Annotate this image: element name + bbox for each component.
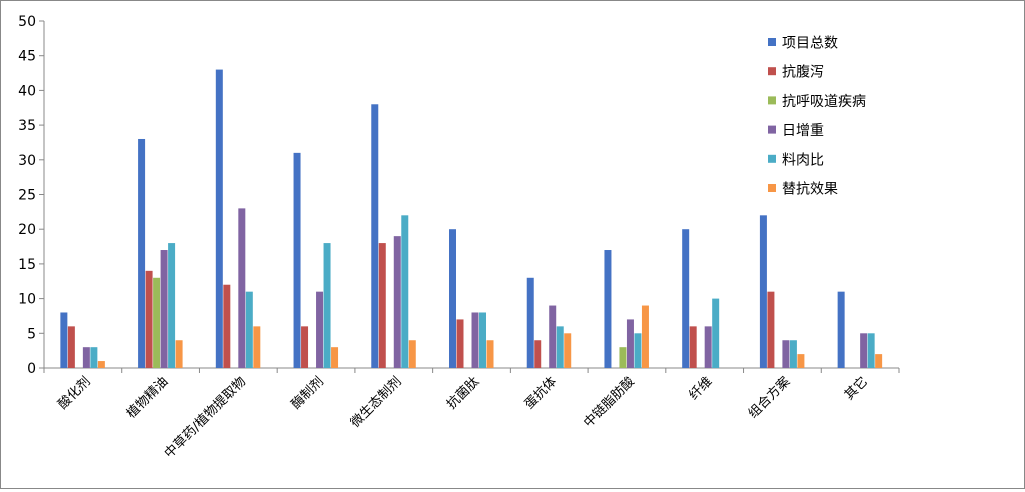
bar bbox=[393, 236, 401, 368]
bar bbox=[712, 298, 720, 368]
bar bbox=[479, 312, 486, 368]
legend-swatch bbox=[768, 38, 776, 46]
bar bbox=[867, 333, 875, 368]
bar bbox=[449, 229, 456, 368]
bar bbox=[378, 243, 386, 368]
bar bbox=[549, 305, 557, 368]
bar bbox=[704, 326, 712, 368]
bars bbox=[60, 69, 883, 368]
y-tick-label: 25 bbox=[18, 188, 36, 204]
x-tick-label: 中草药/植物提取物 bbox=[161, 374, 249, 462]
bar bbox=[401, 215, 409, 368]
bar bbox=[316, 291, 324, 368]
bar bbox=[301, 326, 309, 368]
bar bbox=[604, 250, 612, 368]
legend-swatch bbox=[768, 125, 776, 134]
legend-label: 日增重 bbox=[782, 123, 824, 139]
x-tick-label: 抗菌肽 bbox=[444, 374, 482, 412]
bar bbox=[323, 243, 331, 368]
bar bbox=[331, 347, 339, 368]
bar bbox=[90, 347, 98, 368]
bar bbox=[97, 361, 105, 368]
bar bbox=[456, 319, 464, 368]
x-tick-label: 其它 bbox=[841, 374, 871, 404]
bar bbox=[168, 243, 176, 368]
bar bbox=[875, 354, 883, 368]
bar bbox=[238, 208, 246, 368]
bar bbox=[682, 229, 690, 368]
bar bbox=[138, 138, 146, 368]
bar bbox=[767, 291, 775, 368]
bar bbox=[175, 340, 183, 368]
y-tick-label: 35 bbox=[18, 118, 36, 134]
y-tick-label: 0 bbox=[27, 361, 36, 377]
y-tick-label: 5 bbox=[27, 326, 36, 342]
legend-swatch bbox=[768, 184, 776, 192]
bar bbox=[534, 340, 542, 368]
bar bbox=[626, 319, 634, 368]
legend-label: 项目总数 bbox=[782, 36, 838, 52]
y-tick-label: 50 bbox=[18, 14, 36, 30]
legend-swatch bbox=[768, 67, 776, 76]
bar bbox=[556, 326, 564, 368]
x-tick-label: 中链脂肪酸 bbox=[580, 374, 637, 431]
bar bbox=[215, 69, 223, 368]
bar bbox=[634, 333, 642, 368]
y-tick-label: 40 bbox=[18, 83, 36, 99]
bar bbox=[223, 284, 231, 368]
bar bbox=[153, 277, 161, 368]
bar bbox=[564, 333, 572, 368]
legend-swatch bbox=[768, 96, 776, 105]
y-tick-label: 10 bbox=[18, 292, 36, 308]
x-tick-label: 植物精油 bbox=[124, 374, 171, 421]
bar bbox=[67, 326, 75, 368]
bar bbox=[782, 340, 790, 368]
x-tick-label: 纤维 bbox=[687, 374, 716, 403]
x-tick-label: 组合方案 bbox=[745, 374, 793, 422]
bar bbox=[60, 312, 68, 368]
bar bbox=[408, 340, 416, 368]
bar bbox=[860, 333, 868, 368]
bar bbox=[293, 152, 301, 368]
bar bbox=[486, 340, 494, 368]
bar bbox=[471, 312, 479, 368]
bar bbox=[371, 104, 379, 368]
bar bbox=[689, 326, 697, 368]
bar bbox=[526, 277, 534, 368]
y-axis: 0 5 10 15 20 25 30 35 40 45 50 bbox=[18, 14, 45, 377]
bar bbox=[245, 291, 253, 368]
y-tick-label: 20 bbox=[18, 222, 36, 238]
legend-swatch bbox=[768, 154, 776, 163]
bar bbox=[797, 354, 805, 368]
legend-label: 抗呼吸道疾病 bbox=[782, 94, 866, 110]
bar bbox=[641, 305, 649, 368]
y-tick-label: 30 bbox=[18, 153, 36, 169]
bar bbox=[160, 250, 168, 368]
bar bbox=[619, 347, 627, 368]
legend-label: 替抗效果 bbox=[782, 182, 838, 198]
legend-label: 抗腹泻 bbox=[782, 64, 824, 81]
x-tick-label: 酶制剂 bbox=[288, 374, 327, 413]
bar bbox=[253, 326, 261, 368]
bar bbox=[82, 347, 90, 368]
bar bbox=[145, 270, 153, 368]
bar bbox=[789, 340, 797, 368]
x-tick-label: 蛋抗体 bbox=[522, 374, 560, 412]
y-tick-label: 45 bbox=[18, 49, 36, 65]
legend-label: 料肉比 bbox=[782, 152, 824, 168]
y-tick-label: 15 bbox=[18, 257, 36, 273]
x-tick-label: 酸化剂 bbox=[55, 374, 93, 412]
bar bbox=[759, 215, 767, 368]
x-tick-label: 微生态制剂 bbox=[348, 374, 405, 431]
bar bbox=[837, 291, 845, 368]
